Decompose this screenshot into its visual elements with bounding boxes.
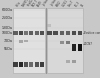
Bar bbox=[66, 60, 70, 63]
Text: Positive control: Positive control bbox=[84, 31, 100, 35]
Text: 250Da: 250Da bbox=[1, 16, 12, 20]
Bar bbox=[47, 24, 51, 27]
Text: Jurkat: Jurkat bbox=[49, 0, 57, 7]
Bar bbox=[60, 31, 64, 35]
Text: 600Da: 600Da bbox=[1, 8, 12, 12]
Bar bbox=[29, 62, 34, 67]
Text: 130Da: 130Da bbox=[1, 26, 12, 30]
Bar bbox=[46, 8, 83, 73]
Text: 100Da: 100Da bbox=[1, 31, 12, 35]
Text: 55Da: 55Da bbox=[3, 47, 12, 51]
Text: CLCN7: CLCN7 bbox=[84, 42, 93, 46]
Bar bbox=[72, 60, 76, 63]
Bar bbox=[19, 40, 23, 43]
Bar bbox=[78, 44, 82, 51]
Bar bbox=[19, 62, 23, 67]
Bar bbox=[72, 44, 76, 51]
Bar bbox=[40, 31, 44, 35]
Text: A549: A549 bbox=[37, 0, 44, 7]
Bar bbox=[60, 41, 64, 44]
Bar bbox=[35, 31, 39, 35]
Bar bbox=[19, 31, 23, 35]
Bar bbox=[78, 31, 82, 35]
Bar bbox=[13, 62, 18, 67]
Bar bbox=[24, 62, 28, 67]
Bar bbox=[66, 31, 70, 35]
Text: C6: C6 bbox=[80, 2, 85, 7]
Bar bbox=[54, 31, 58, 35]
Text: NIH/3T3: NIH/3T3 bbox=[21, 0, 30, 7]
Bar bbox=[13, 31, 18, 35]
Bar bbox=[66, 41, 70, 44]
Bar bbox=[35, 62, 39, 67]
Bar bbox=[72, 31, 76, 35]
Text: HepG2: HepG2 bbox=[26, 0, 34, 7]
Text: U-251: U-251 bbox=[62, 0, 70, 7]
Bar bbox=[40, 62, 44, 67]
Text: Jurkat: Jurkat bbox=[42, 0, 50, 7]
Text: Cos-7: Cos-7 bbox=[68, 0, 75, 7]
Text: MCF-7: MCF-7 bbox=[31, 0, 39, 7]
Bar bbox=[47, 31, 52, 35]
Bar bbox=[29, 31, 34, 35]
Text: Hela: Hela bbox=[16, 0, 22, 7]
Bar bbox=[13, 8, 44, 73]
Text: 70Da: 70Da bbox=[3, 39, 12, 43]
Text: PC-3: PC-3 bbox=[74, 0, 81, 7]
Text: K562: K562 bbox=[56, 0, 63, 7]
Bar bbox=[24, 31, 28, 35]
Bar bbox=[24, 40, 28, 42]
